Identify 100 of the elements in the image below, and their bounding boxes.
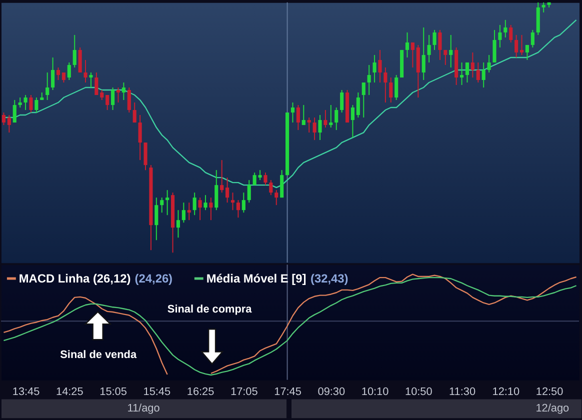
candlestick: [476, 62, 480, 83]
x-tick-label: 10:50: [405, 386, 432, 398]
candlestick: [192, 192, 196, 216]
candlestick: [449, 34, 453, 68]
candlestick: [492, 29, 496, 63]
candlestick: [312, 117, 316, 141]
candlestick: [487, 54, 491, 73]
candlestick: [24, 94, 28, 111]
candlestick: [410, 42, 414, 68]
candlestick: [362, 82, 366, 118]
candlestick: [460, 62, 464, 86]
candlestick: [367, 64, 371, 96]
candlestick: [264, 172, 268, 186]
x-tick-label: 15:45: [143, 386, 171, 398]
candlestick: [182, 202, 186, 224]
annotation: Sinal de venda: [60, 348, 138, 361]
candlestick: [350, 104, 355, 138]
candlestick: [514, 34, 518, 58]
candlestick: [144, 142, 148, 171]
annotation: (24,26): [134, 272, 173, 286]
candlestick: [209, 197, 213, 221]
x-tick-label: 17:05: [230, 386, 258, 398]
candlestick: [422, 26, 426, 80]
candlestick: [307, 117, 311, 134]
candlestick: [7, 114, 11, 134]
candlestick: [46, 72, 50, 101]
candlestick: [384, 66, 388, 104]
candlestick: [438, 29, 442, 60]
candlestick: [520, 34, 524, 56]
x-tick-label: 14:25: [56, 386, 84, 398]
candlestick: [72, 34, 76, 68]
candlestick: [132, 102, 136, 124]
candlestick: [116, 86, 120, 104]
candlestick: [296, 104, 300, 131]
candlestick: [18, 97, 22, 108]
candlestick: [470, 52, 474, 78]
candlestick: [356, 92, 360, 118]
candlestick: [247, 180, 251, 204]
candlestick: [100, 90, 104, 101]
candlestick: [230, 192, 235, 211]
legend-label: Média Móvel E [9]: [206, 272, 306, 286]
candlestick: [394, 74, 398, 101]
candlestick: [166, 190, 170, 216]
candlestick: [334, 107, 338, 131]
candlestick: [138, 114, 142, 161]
candlestick: [220, 160, 224, 194]
candlestick: [29, 94, 33, 114]
candlestick: [127, 86, 131, 114]
annotation: (32,43): [310, 272, 348, 286]
candlestick: [269, 180, 273, 196]
x-tick-label: 13:45: [12, 386, 40, 398]
candlestick: [290, 102, 295, 124]
x-tick-label: 16:25: [186, 386, 214, 398]
x-tick-label: 12:50: [536, 386, 564, 398]
candlestick: [444, 49, 448, 66]
x-tick-label: 12:10: [492, 386, 520, 398]
candlestick: [509, 24, 513, 43]
x-tick-label: 17:45: [274, 386, 302, 398]
candlestick: [432, 29, 436, 50]
text: 12/ago: [536, 402, 570, 415]
candlestick: [378, 49, 382, 83]
x-tick-label: 10:10: [361, 386, 389, 398]
x-tick-label: 15:05: [100, 386, 127, 398]
candlestick: [302, 104, 306, 126]
candlestick: [198, 197, 202, 221]
legend-label: MACD Linha (26,12): [18, 272, 131, 286]
candlestick: [226, 177, 230, 204]
candlestick: [389, 76, 393, 104]
candlestick: [542, 2, 546, 13]
candlestick: [324, 110, 328, 128]
x-tick-label: 11:30: [449, 386, 476, 398]
candlestick: [482, 62, 486, 88]
candlestick: [525, 44, 530, 60]
candlestick: [122, 82, 126, 101]
candlestick: [78, 46, 82, 73]
candlestick: [89, 72, 93, 88]
candlestick: [427, 34, 431, 63]
candlestick: [498, 24, 502, 48]
candlestick: [56, 66, 60, 80]
candlestick: [530, 29, 534, 48]
candlestick: [94, 72, 98, 96]
candlestick: [318, 114, 322, 141]
annotation: Sinal de compra: [167, 303, 253, 316]
candlestick: [67, 62, 71, 80]
candlestick: [187, 202, 191, 221]
candlestick: [34, 97, 38, 114]
candlestick: [236, 200, 240, 218]
candlestick: [160, 197, 164, 214]
candlestick: [106, 94, 110, 111]
candlestick: [12, 100, 16, 124]
candlestick: [51, 56, 55, 90]
candlestick: [329, 104, 333, 128]
candlestick: [405, 32, 410, 58]
x-tick-label: 09:30: [318, 386, 346, 398]
candlestick: [176, 210, 180, 238]
candlestick: [465, 62, 470, 83]
candlestick: [340, 90, 344, 114]
candlestick: [110, 86, 115, 111]
candlestick: [504, 19, 508, 38]
candlestick: [84, 59, 88, 83]
